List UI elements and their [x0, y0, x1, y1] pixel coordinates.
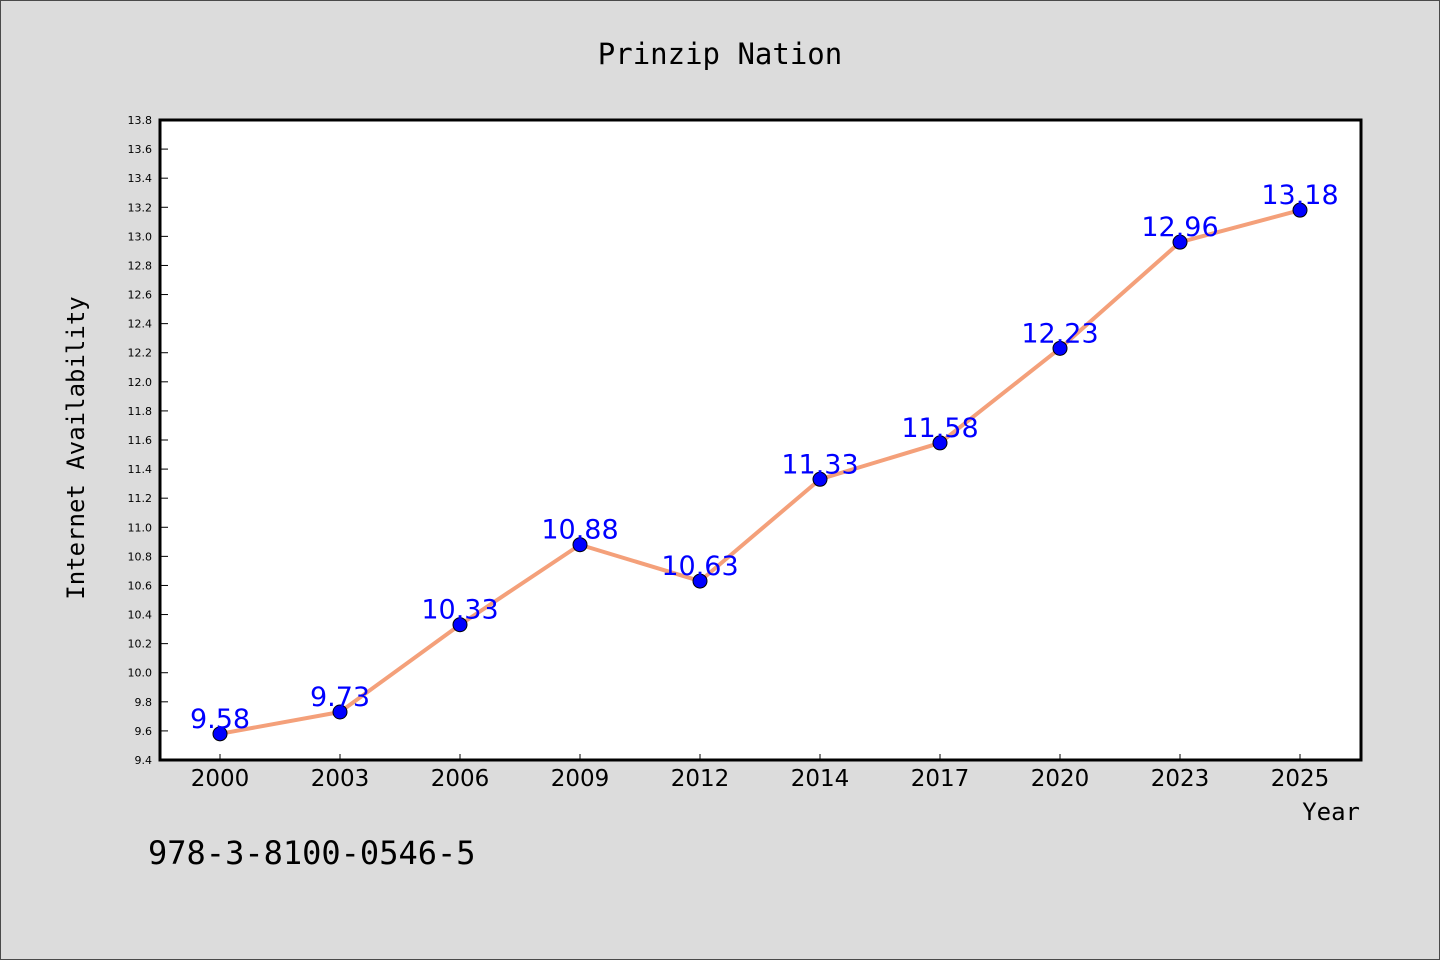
- y-tick-label: 12.4: [128, 318, 153, 331]
- data-label: 12.23: [1021, 318, 1098, 349]
- y-tick-label: 10.4: [128, 609, 153, 622]
- data-point: [452, 617, 468, 633]
- data-point: [1292, 202, 1308, 218]
- x-tick-label: 2012: [671, 766, 730, 792]
- y-axis: 9.4 9.6 9.8 10.0 10.2 10.4 10.6 10.8 11.0 11.2 11.…: [128, 114, 168, 767]
- y-tick-label: 11.6: [128, 434, 153, 447]
- x-tick-label: 2025: [1271, 766, 1330, 792]
- plot-area: [158, 118, 1363, 762]
- y-tick-label: 12.8: [128, 259, 153, 272]
- y-tick-label: 13.0: [128, 230, 153, 243]
- y-tick-label: 11.8: [128, 405, 153, 418]
- data-point: [812, 471, 828, 487]
- data-point: [332, 704, 348, 720]
- y-tick-label: 13.6: [128, 143, 153, 156]
- y-tick-label: 12.6: [128, 289, 153, 302]
- data-label: 13.18: [1261, 180, 1338, 211]
- data-label: 9.58: [190, 704, 250, 735]
- x-tick-label: 2023: [1151, 766, 1210, 792]
- data-point: [932, 435, 948, 451]
- x-tick-label: 2020: [1031, 766, 1090, 792]
- y-tick-label: 10.6: [128, 579, 153, 592]
- y-tick-label: 9.4: [135, 754, 153, 767]
- y-tick-label: 9.6: [135, 725, 153, 738]
- data-point: [1172, 234, 1188, 250]
- x-tick-label: 2000: [191, 766, 250, 792]
- y-tick-label: 10.0: [128, 667, 153, 680]
- isbn-text: 978-3-8100-0546-5: [148, 834, 476, 872]
- y-tick-label: 13.8: [128, 114, 153, 127]
- data-label: 12.96: [1141, 212, 1218, 243]
- data-label: 10.63: [661, 551, 738, 582]
- x-tick-label: 2014: [791, 766, 850, 792]
- data-point: [692, 573, 708, 589]
- y-tick-label: 9.8: [135, 696, 153, 709]
- data-label: 10.88: [541, 515, 618, 546]
- data-point: [572, 537, 588, 553]
- x-tick-label: 2009: [551, 766, 610, 792]
- data-labels: 9.58 9.73 10.33 10.88 10.63 11.33 11.58 12.23 12…: [190, 180, 1339, 735]
- data-label: 11.58: [901, 413, 978, 444]
- data-label: 9.73: [310, 682, 370, 713]
- series-internet-availability: [212, 202, 1308, 742]
- y-tick-label: 11.2: [128, 492, 153, 505]
- data-point: [212, 726, 228, 742]
- x-tick-label: 2017: [911, 766, 970, 792]
- x-tick-label: 2003: [311, 766, 370, 792]
- y-tick-label: 13.4: [128, 172, 153, 185]
- y-tick-label: 10.8: [128, 550, 153, 563]
- data-label: 10.33: [421, 595, 498, 626]
- y-tick-label: 10.2: [128, 638, 153, 651]
- y-tick-label: 11.0: [128, 521, 153, 534]
- y-axis-label: Internet Availability: [62, 296, 90, 599]
- y-tick-label: 11.4: [128, 463, 153, 476]
- x-axis: 2000 2003 2006 2009 2012 2014 2017 2020 2023 2025: [191, 754, 1330, 792]
- y-tick-label: 13.2: [128, 201, 153, 214]
- chart-title: Prinzip Nation: [598, 37, 842, 71]
- series-line: [218, 208, 1302, 736]
- data-point: [1052, 340, 1068, 356]
- x-tick-label: 2006: [431, 766, 490, 792]
- data-label: 11.33: [781, 449, 858, 480]
- y-tick-label: 12.2: [128, 347, 153, 360]
- x-axis-label: Year: [1302, 798, 1360, 826]
- y-tick-label: 12.0: [128, 376, 153, 389]
